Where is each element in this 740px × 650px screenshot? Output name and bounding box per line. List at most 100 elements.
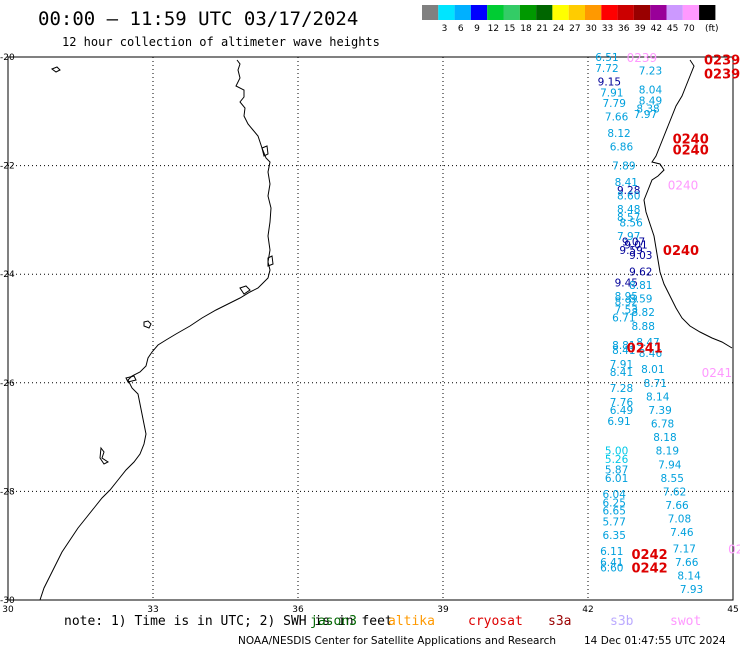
wave-height-label: 8.14	[677, 571, 701, 583]
legend-swatch	[585, 5, 602, 20]
wave-height-label: 9.15	[598, 76, 621, 88]
wave-height-label: 9.01	[624, 239, 647, 251]
satellite-legend-item: jason3	[310, 614, 357, 629]
legend-swatch	[666, 5, 683, 20]
legend-swatch	[682, 5, 700, 20]
wave-height-label: 9.59	[619, 245, 642, 257]
wave-height-label: 7.66	[665, 500, 689, 512]
wave-height-label: 6.51	[595, 52, 618, 64]
wave-height-label: 7.94	[658, 459, 682, 471]
wave-height-label: 7.79	[603, 98, 626, 110]
wave-height-label: 8.01	[641, 364, 664, 376]
wave-height-label: 9.07	[622, 237, 645, 249]
pass-time-label: 0242	[632, 561, 668, 576]
lon-tick-label: 39	[437, 605, 449, 615]
wave-height-label: 7.62	[663, 486, 686, 498]
wave-height-label: 7.08	[668, 514, 691, 526]
wave-height-label: 7.93	[680, 584, 703, 596]
pass-time-label: 0240	[673, 143, 709, 158]
wave-height-label: 6.86	[610, 142, 634, 154]
wave-height-label: 8.82	[632, 307, 655, 319]
footer-note: note: 1) Time is in UTC; 2) SWH is in fe…	[64, 614, 393, 629]
wave-height-label: 8.92	[615, 296, 638, 308]
legend-swatch-label: 33	[602, 24, 613, 34]
pass-time-label: 0239	[704, 67, 740, 82]
wave-height-label: 5.77	[603, 516, 626, 528]
legend-swatch	[617, 5, 634, 20]
satellite-legend-item: s3a	[548, 614, 571, 629]
wave-height-label: 6.41	[600, 557, 623, 569]
pass-time-label: 0242	[632, 548, 668, 563]
coast-detail-3	[261, 145, 269, 157]
legend-swatch	[470, 5, 488, 20]
wave-height-label: 9.62	[629, 266, 652, 278]
axis-ticks: 30 33 36 39 42 45 -20 -22 -24 -26 -28 -30	[0, 53, 739, 615]
wave-height-label: 8.59	[629, 294, 652, 306]
pass-time-label: 0240	[668, 179, 699, 193]
wave-height-label: 7.89	[612, 161, 635, 173]
wave-height-label: 8.41	[615, 177, 638, 189]
pass-time-label: 0241	[728, 542, 740, 556]
wave-height-label: 8.38	[636, 104, 659, 116]
wave-height-label: 6.60	[600, 562, 623, 574]
wave-height-label: 8.48	[617, 204, 640, 216]
legend-swatch-label: 15	[504, 24, 515, 34]
map-subtitle: 12 hour collection of altimeter wave hei…	[62, 35, 380, 49]
legend-swatch-label: 18	[520, 24, 532, 34]
footer-credit: NOAA/NESDIS Center for Satellite Applica…	[238, 635, 556, 647]
lon-tick-label: 36	[292, 605, 304, 615]
legend-swatch	[438, 5, 455, 20]
lat-tick-label: -28	[0, 487, 15, 497]
wave-height-label: 8.14	[646, 391, 670, 403]
wave-height-label: 5.26	[605, 454, 629, 466]
legend-swatch-label: 9	[474, 24, 480, 34]
lat-tick-label: -26	[0, 379, 15, 389]
legend-swatch-label: 45	[667, 24, 678, 34]
lon-tick-label: 30	[2, 605, 14, 615]
wave-height-label: 6.04	[603, 489, 627, 501]
wave-height-label: 6.78	[651, 419, 674, 431]
wave-height-label: 6.25	[603, 497, 626, 509]
legend-swatch-label: 12	[488, 24, 499, 34]
wave-height-label: 7.46	[670, 527, 694, 539]
lat-tick-label: -24	[0, 270, 15, 280]
wave-height-label: 8.04	[639, 85, 663, 97]
wave-height-label: 6.91	[607, 416, 630, 428]
island-inhaca	[143, 320, 152, 329]
satellite-legend-item: swot	[670, 614, 701, 629]
pass-time-label: 0239	[704, 54, 740, 69]
wave-height-label: 8.81	[629, 280, 652, 292]
legend-swatch-label: 3	[442, 24, 448, 34]
wave-height-label: 7.28	[610, 383, 633, 395]
coastline	[39, 59, 733, 601]
wave-height-label: 6.35	[603, 530, 626, 542]
wave-height-label: 7.66	[605, 112, 629, 124]
legend-swatch-label: 36	[618, 24, 630, 34]
pass-time-label: 0241	[627, 342, 663, 357]
legend-swatch	[699, 5, 716, 20]
island-small	[50, 66, 61, 73]
legend-swatch	[536, 5, 553, 20]
satellite-legend: jason3 altika cryosat s3a s3b swot	[310, 614, 701, 629]
wave-height-label: 8.88	[632, 321, 655, 333]
legend-swatch-label: 24	[553, 24, 565, 34]
lat-tick-label: -20	[0, 53, 15, 63]
legend-unit-label: (ft)	[705, 24, 719, 34]
wave-height-label: 7.72	[595, 63, 618, 75]
wave-height-label: 6.01	[605, 473, 628, 485]
wave-height-label: 8.60	[617, 190, 640, 202]
wave-height-label: 6.71	[612, 313, 635, 325]
pass-time-label: 0240	[673, 132, 709, 147]
legend-swatch-label: 30	[585, 24, 597, 34]
legend-swatch	[650, 5, 667, 20]
legend-swatch-label: 42	[651, 24, 662, 34]
wave-height-label: 8.57	[617, 212, 640, 224]
wave-height-label: 7.53	[615, 304, 638, 316]
lon-tick-label: 33	[147, 605, 158, 615]
legend-swatch-label: 6	[458, 24, 464, 34]
legend-swatch	[552, 5, 569, 20]
legend-swatch	[503, 5, 520, 20]
wave-height-label: 8.12	[607, 128, 630, 140]
